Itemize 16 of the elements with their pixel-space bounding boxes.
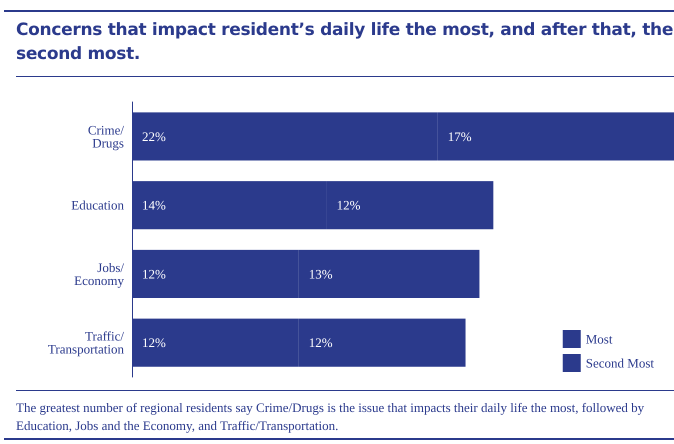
data-label: 12% [142, 266, 166, 282]
data-label: 22% [142, 128, 166, 144]
data-label: 12% [336, 198, 361, 213]
legend-label: Second Most [586, 356, 654, 370]
data-label: 14% [142, 198, 166, 213]
data-label: 12% [142, 335, 166, 350]
y-tick-label: Jobs/ Economy [74, 260, 124, 288]
data-label: 17% [448, 128, 472, 144]
legend-label: Most [586, 332, 613, 346]
data-label: 13% [308, 266, 333, 282]
data-label: 12% [308, 335, 333, 350]
y-tick-label: Education [71, 198, 124, 213]
text: The greatest number of regional residents say Crime/Drugs is the issue that impacts their daily life the most, followed by Education, Jobs and the Economy, and Traffic/Transportation. [16, 390, 674, 435]
y-tick-label: Crime/ Drugs [88, 122, 124, 150]
chart-title: Concerns that impact resident’s daily life the most, and after that, the second most. [16, 18, 674, 77]
y-tick-label: Traffic/ Transportation [48, 328, 124, 357]
